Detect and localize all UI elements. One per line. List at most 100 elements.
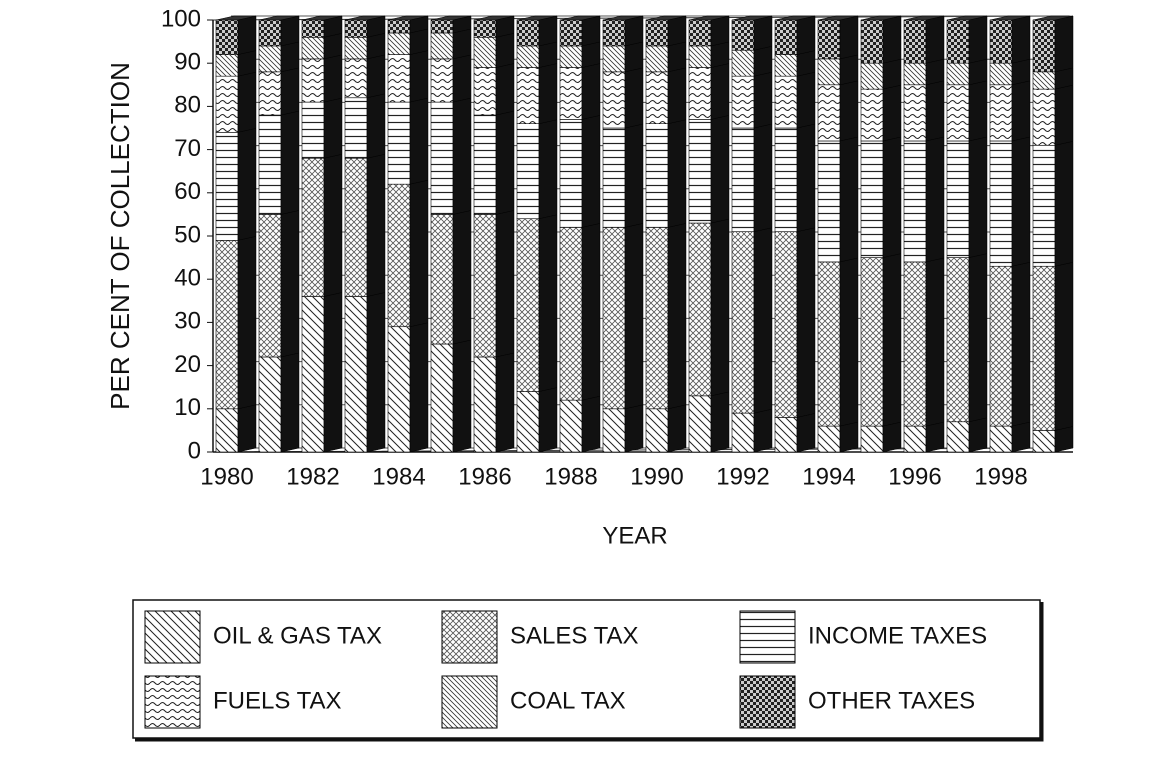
bar-segment [258, 19, 282, 47]
bar-segment [258, 114, 282, 215]
legend-swatch [739, 610, 796, 664]
bar-segment [774, 54, 798, 77]
bar-side [710, 391, 730, 453]
bar-side [1011, 80, 1031, 142]
bar-top [559, 15, 601, 21]
x-tick-label: 1990 [630, 463, 683, 490]
bar-segment [688, 222, 712, 397]
bar-segment [1032, 71, 1056, 90]
bar-segment [860, 257, 884, 427]
bar-side [968, 417, 988, 453]
bar-segment [731, 49, 755, 77]
bar-segment [860, 19, 884, 64]
bar-segment [774, 75, 798, 129]
bar-segment [301, 36, 325, 60]
bar-side [796, 227, 816, 418]
bar-segment [430, 101, 454, 215]
bar-segment [1032, 144, 1056, 267]
bar-side [280, 15, 300, 47]
bar-side [452, 339, 472, 453]
bar-segment [946, 84, 970, 142]
bar-segment [430, 214, 454, 345]
y-axis-title: PER CENT OF COLLECTION [105, 62, 135, 410]
bar-top [817, 15, 859, 21]
bar-segment [774, 19, 798, 55]
bar-top [258, 15, 300, 21]
bar-side [452, 54, 472, 103]
x-tick-label: 1980 [200, 463, 253, 490]
bar-segment [903, 425, 927, 453]
bar-side [753, 15, 773, 51]
y-tick-label: 100 [161, 5, 201, 32]
bar-segment [473, 19, 497, 38]
bar-segment [430, 343, 454, 453]
bar-segment [645, 71, 669, 124]
bar-side [1011, 261, 1031, 427]
bar-side [968, 136, 988, 258]
bar-segment [989, 425, 1013, 453]
bar-side [581, 63, 601, 120]
bar-side [925, 15, 945, 64]
bar-side [710, 63, 730, 120]
bar-segment [559, 45, 583, 68]
bar-segment [1032, 265, 1056, 431]
bar-segment [215, 240, 239, 410]
legend-label: INCOME TAXES [808, 622, 987, 649]
bar-segment [344, 58, 368, 99]
bar-side [667, 223, 687, 410]
bar-side [323, 97, 343, 159]
bar-side [925, 80, 945, 142]
bar-segment [903, 62, 927, 86]
bar-side [839, 421, 859, 453]
bar-segment [559, 227, 583, 401]
bar-segment [215, 19, 239, 55]
bar-side [1011, 15, 1031, 64]
bar-top [301, 15, 343, 21]
bar-side [237, 236, 257, 410]
bar-side [882, 15, 902, 64]
bar-segment [731, 231, 755, 414]
bar-side [409, 179, 429, 328]
bar-segment [387, 54, 411, 103]
bar-top [516, 15, 558, 21]
bar-segment [516, 67, 540, 124]
y-tick-label: 60 [174, 178, 201, 205]
bar-segment [516, 218, 540, 392]
bar-segment [903, 140, 927, 263]
y-tick-label: 50 [174, 221, 201, 248]
bar-side [237, 15, 257, 55]
bar-side [882, 84, 902, 142]
bar-segment [258, 45, 282, 73]
bar-side [710, 218, 730, 397]
bar-segment [430, 58, 454, 103]
bar-side [581, 395, 601, 453]
bar-side [624, 41, 644, 73]
bar-side [409, 97, 429, 185]
legend-swatch [144, 675, 201, 729]
bar-side [925, 58, 945, 86]
bar-side [538, 41, 558, 68]
bar-side [366, 93, 386, 159]
bar-side [753, 408, 773, 453]
bar-segment [645, 227, 669, 410]
bar-segment [817, 425, 841, 453]
legend-box [132, 599, 1041, 739]
legend-label: OIL & GAS TAX [213, 622, 382, 649]
bar-segment [731, 412, 755, 453]
bar-side [839, 136, 859, 263]
bar-top [645, 15, 687, 21]
bar-side [882, 58, 902, 90]
bar-segment [817, 261, 841, 427]
bar-segment [688, 45, 712, 68]
bar-top [1032, 15, 1074, 21]
bar-side [925, 257, 945, 427]
bar-side [452, 28, 472, 60]
bar-side [796, 15, 816, 55]
x-axis-title: YEAR [602, 522, 667, 549]
bar-top [430, 15, 472, 21]
legend-swatch [739, 675, 796, 729]
bar-top [903, 15, 945, 21]
bar-segment [387, 183, 411, 328]
x-tick-label: 1988 [544, 463, 597, 490]
bar-side [925, 136, 945, 263]
